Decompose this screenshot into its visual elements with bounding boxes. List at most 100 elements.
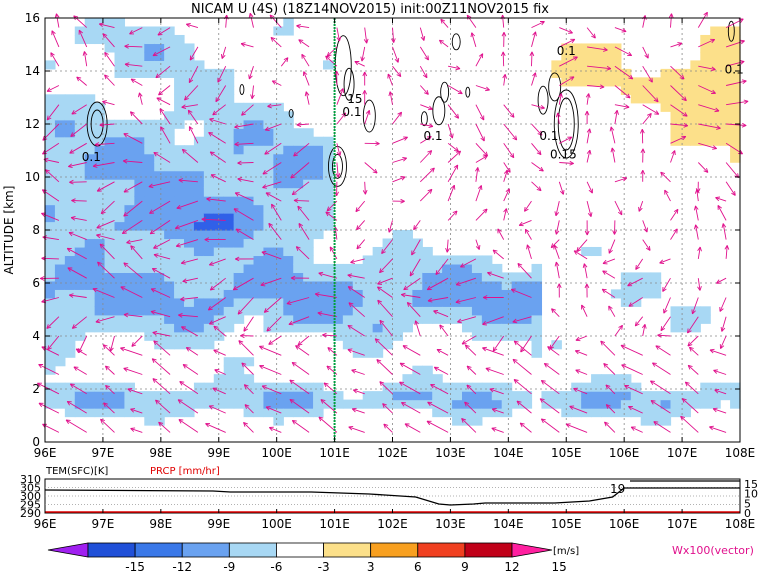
field-cell <box>372 255 384 265</box>
field-cell <box>144 238 155 248</box>
contour <box>440 81 450 103</box>
field-cell <box>581 399 592 409</box>
wind-vector-head <box>323 382 329 388</box>
wind-vector <box>525 228 532 240</box>
wind-vector <box>531 104 545 109</box>
field-cell <box>124 187 135 197</box>
field-cell <box>690 85 701 95</box>
field-cell <box>164 213 175 223</box>
field-cell <box>84 179 96 189</box>
field-cell <box>342 314 354 324</box>
wind-vector <box>392 157 407 163</box>
field-cell <box>134 128 145 138</box>
wind-vector-head <box>238 340 244 345</box>
field-cell <box>134 391 145 401</box>
field-cell <box>362 314 374 324</box>
wind-vector <box>555 220 560 235</box>
field-cell <box>184 263 195 273</box>
field-cell <box>690 314 701 324</box>
wind-vector <box>209 316 226 325</box>
wind-vector <box>336 27 340 42</box>
wind-vector <box>102 100 115 106</box>
wind-vector-head <box>717 205 722 210</box>
wind-vector <box>208 132 226 144</box>
field-cell <box>283 238 294 248</box>
wind-vector-head <box>98 22 104 28</box>
field-cell <box>45 162 56 172</box>
field-cell <box>154 68 165 78</box>
wind-vector-head <box>151 268 157 273</box>
wind-vector-head <box>182 278 188 284</box>
field-cell <box>481 314 493 324</box>
wind-vector <box>155 65 171 79</box>
field-cell <box>303 255 314 265</box>
field-cell <box>462 306 473 316</box>
wind-vector-head <box>151 358 157 363</box>
field-cell <box>104 34 116 45</box>
wind-vector-head <box>641 324 647 329</box>
field-cell <box>54 213 66 223</box>
field-cell <box>591 246 602 257</box>
wind-vector-head <box>703 167 709 173</box>
wind-vector <box>100 200 115 215</box>
field-cell <box>323 170 334 180</box>
wind-vector-head <box>391 38 396 43</box>
field-cell <box>581 391 592 401</box>
field-cell <box>263 187 274 197</box>
field-cell <box>521 280 533 290</box>
field-cell <box>700 399 711 409</box>
field-cell <box>471 314 483 324</box>
field-cell <box>273 230 284 240</box>
wind-vector-head <box>213 349 219 354</box>
field-cell <box>84 399 96 409</box>
wind-vector-head <box>92 163 98 168</box>
wind-vector <box>389 91 393 105</box>
field-cell <box>193 85 205 95</box>
field-cell <box>491 331 503 341</box>
wind-vector-head <box>420 36 426 41</box>
field-cell <box>203 391 215 401</box>
wind-vector-head <box>376 359 382 364</box>
wind-vector <box>520 335 532 353</box>
field-cell <box>680 391 691 401</box>
field-cell <box>45 153 56 163</box>
field-cell <box>233 102 245 112</box>
field-cell <box>481 263 493 273</box>
field-cell <box>650 408 662 418</box>
wind-vector <box>123 133 143 144</box>
field-cell <box>144 153 155 163</box>
field-cell <box>243 153 255 163</box>
field-cell <box>720 34 731 45</box>
field-cell <box>471 391 483 401</box>
field-cell <box>233 111 245 121</box>
field-cell <box>283 196 294 206</box>
colorbar-label: -9 <box>223 560 235 574</box>
wind-vector-head <box>620 344 626 350</box>
field-cell <box>263 145 274 155</box>
wind-vector-head <box>124 43 129 49</box>
field-cell <box>74 382 86 392</box>
wind-vector <box>264 297 282 313</box>
field-cell <box>362 280 374 290</box>
field-cell <box>273 323 284 333</box>
field-cell <box>372 306 384 316</box>
field-cell <box>203 170 215 180</box>
wind-vector-head <box>382 403 387 408</box>
wind-vector-head <box>554 261 560 267</box>
field-cell <box>392 331 404 341</box>
field-cell <box>293 230 304 240</box>
y-tick-label: 8 <box>32 223 40 237</box>
wind-vector-head <box>422 73 428 79</box>
wind-vector-head <box>237 309 243 315</box>
wind-vector <box>269 14 282 28</box>
wind-vector <box>320 399 338 414</box>
field-cell <box>283 170 294 180</box>
field-cell <box>154 331 165 341</box>
field-cell <box>164 238 175 248</box>
wind-vector <box>621 364 643 375</box>
field-cell <box>332 272 344 282</box>
field-cell <box>203 272 215 282</box>
wind-vector <box>153 152 171 163</box>
field-cell <box>184 204 195 214</box>
wind-vector <box>78 29 88 48</box>
